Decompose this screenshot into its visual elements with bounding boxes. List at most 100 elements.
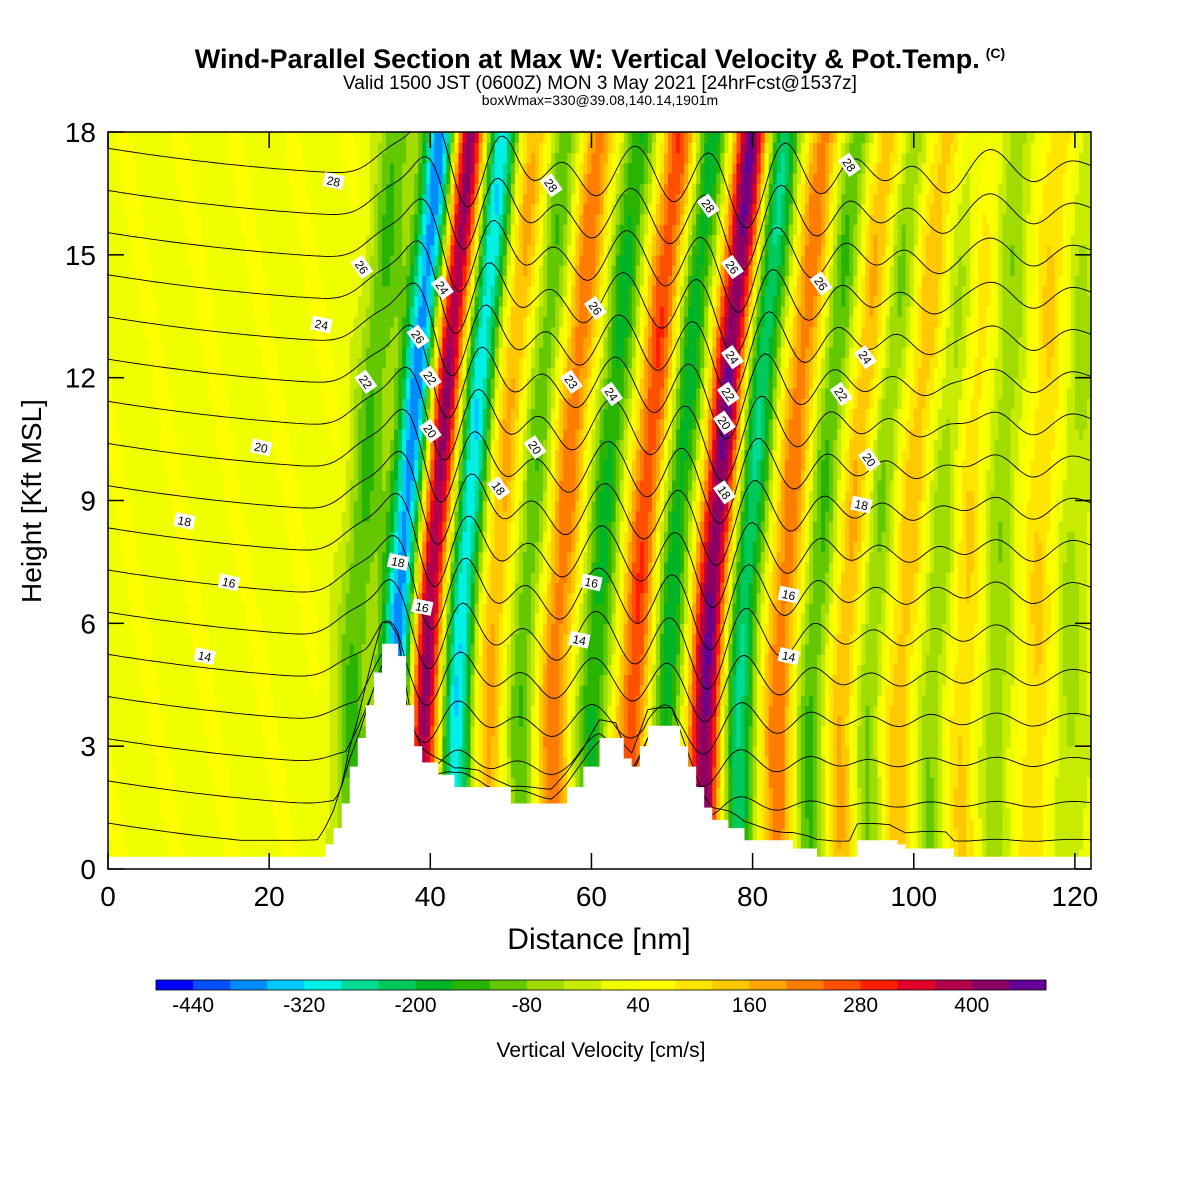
velocity-cell	[124, 684, 129, 696]
velocity-cell	[184, 643, 190, 655]
velocity-cell	[156, 664, 162, 676]
velocity-cell	[293, 377, 299, 389]
velocity-cell	[140, 551, 145, 563]
velocity-cell	[333, 234, 339, 246]
velocity-cell	[128, 346, 133, 358]
velocity-cell	[236, 561, 242, 573]
velocity-cell	[337, 152, 343, 164]
velocity-cell	[228, 551, 234, 563]
velocity-cell	[317, 705, 323, 717]
velocity-cell	[164, 316, 170, 328]
velocity-cell	[253, 643, 258, 655]
velocity-cell	[180, 213, 186, 225]
velocity-cell	[172, 510, 178, 522]
velocity-cell	[232, 602, 238, 614]
velocity-cell	[196, 336, 202, 348]
velocity-cell	[321, 817, 327, 829]
velocity-cell	[164, 715, 170, 727]
velocity-cell	[293, 183, 299, 195]
velocity-cell	[337, 213, 343, 225]
velocity-cell	[361, 275, 367, 287]
velocity-cell	[365, 162, 371, 174]
velocity-cell	[232, 346, 238, 358]
velocity-cell	[200, 316, 206, 328]
velocity-cell	[236, 633, 242, 645]
velocity-cell	[200, 244, 206, 256]
velocity-cell	[160, 582, 166, 594]
velocity-cell	[196, 510, 202, 522]
velocity-cell	[349, 224, 355, 236]
velocity-cell	[317, 162, 323, 174]
velocity-cell	[192, 848, 198, 860]
velocity-cell	[349, 582, 355, 594]
velocity-cell	[333, 776, 339, 788]
velocity-cell	[112, 306, 117, 317]
velocity-cell	[317, 797, 323, 809]
velocity-cell	[317, 746, 323, 758]
velocity-cell	[204, 254, 210, 266]
velocity-cell	[236, 449, 242, 461]
velocity-cell	[345, 613, 351, 625]
velocity-cell	[220, 787, 226, 799]
velocity-cell	[168, 254, 174, 266]
velocity-cell	[156, 602, 162, 614]
velocity-cell	[124, 387, 129, 399]
velocity-cell	[289, 531, 295, 543]
velocity-cell	[277, 746, 282, 758]
velocity-cell	[293, 142, 299, 154]
velocity-cell	[204, 572, 210, 584]
velocity-cell	[180, 203, 186, 215]
velocity-cell	[156, 224, 162, 236]
velocity-cell	[196, 705, 202, 717]
velocity-cell	[168, 654, 174, 665]
velocity-cell	[341, 162, 347, 174]
velocity-cell	[232, 275, 238, 287]
velocity-cell	[357, 459, 363, 471]
velocity-cell	[285, 510, 290, 522]
velocity-cell	[216, 193, 222, 205]
velocity-cell	[249, 398, 254, 410]
velocity-cell	[124, 295, 129, 307]
velocity-cell	[261, 346, 266, 358]
velocity-cell	[148, 265, 154, 277]
velocity-cell	[204, 377, 210, 389]
velocity-cell	[232, 664, 238, 676]
velocity-cell	[168, 316, 174, 328]
velocity-cell	[377, 183, 383, 195]
velocity-cell	[120, 561, 125, 573]
velocity-cell	[244, 541, 250, 553]
velocity-cell	[208, 500, 214, 512]
velocity-cell	[232, 848, 238, 860]
velocity-cell	[277, 541, 282, 553]
velocity-cell	[305, 807, 311, 819]
velocity-cell	[236, 152, 242, 164]
velocity-cell	[180, 776, 186, 788]
velocity-cell	[180, 367, 186, 379]
velocity-cell	[365, 193, 371, 205]
velocity-cell	[321, 244, 327, 256]
velocity-cell	[289, 561, 295, 573]
velocity-cell	[321, 377, 327, 389]
velocity-cell	[212, 357, 218, 369]
velocity-cell	[249, 520, 254, 532]
velocity-cell	[168, 674, 174, 686]
velocity-cell	[337, 510, 343, 522]
velocity-cell	[313, 408, 319, 420]
velocity-cell	[305, 142, 311, 154]
velocity-cell	[168, 572, 174, 584]
velocity-cell	[236, 602, 242, 614]
velocity-cell	[200, 254, 206, 266]
velocity-cell	[361, 490, 367, 502]
velocity-cell	[377, 306, 383, 317]
velocity-cell	[265, 418, 270, 430]
velocity-cell	[204, 541, 210, 553]
velocity-cell	[361, 551, 367, 563]
velocity-cell	[244, 797, 250, 809]
velocity-cell	[369, 439, 375, 451]
velocity-cell	[152, 398, 158, 410]
velocity-cell	[196, 265, 202, 277]
velocity-cell	[188, 715, 194, 727]
velocity-cell	[361, 408, 367, 420]
velocity-cell	[257, 336, 262, 348]
velocity-cell	[132, 572, 137, 584]
